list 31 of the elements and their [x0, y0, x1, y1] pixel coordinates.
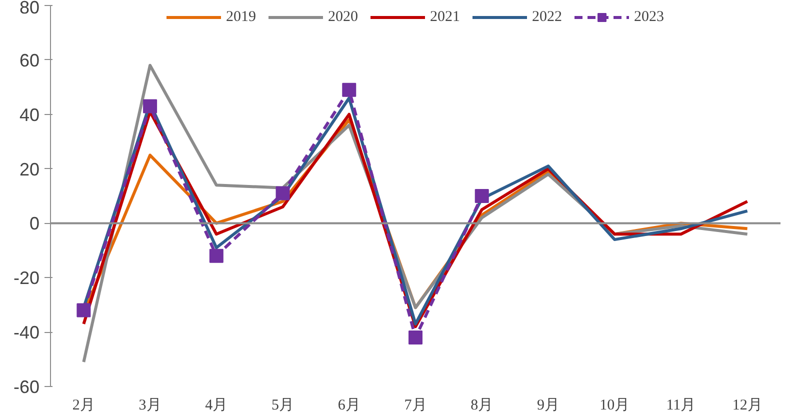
- legend-label: 2022: [532, 8, 562, 26]
- legend-label: 2019: [226, 8, 256, 26]
- y-tick-label: -60: [13, 377, 40, 397]
- point: [143, 99, 158, 114]
- y-tick-label: 60: [19, 50, 40, 70]
- y-tick-label: 80: [19, 0, 40, 18]
- point: [474, 189, 489, 203]
- x-tick-label: 4月: [205, 398, 228, 414]
- y-tick-label: 0: [29, 214, 40, 234]
- y-tick-label: -20: [13, 268, 40, 288]
- point: [408, 330, 422, 345]
- y-tick-label: 20: [19, 159, 40, 180]
- x-tick-label: 9月: [536, 398, 560, 414]
- x-tick-label: 2月: [72, 398, 95, 414]
- x-tick-label: 11月: [666, 398, 696, 414]
- x-tick-label: 12月: [732, 398, 762, 414]
- x-tick-label: 3月: [138, 398, 162, 414]
- y-tick-label: 40: [19, 104, 40, 125]
- point: [76, 303, 91, 318]
- x-tick-label: 10月: [600, 398, 630, 414]
- point: [342, 82, 356, 97]
- legend-label: 2021: [430, 8, 460, 26]
- y-tick-label: -40: [13, 322, 40, 343]
- x-tick-label: 8月: [470, 398, 494, 414]
- x-tick-label: 7月: [404, 398, 427, 414]
- point: [276, 186, 290, 200]
- x-tick-label: 5月: [272, 398, 294, 414]
- legend-label: 2023: [634, 8, 664, 26]
- point: [209, 248, 224, 263]
- legend-label: 2020: [328, 8, 358, 26]
- x-tick-label: 6月: [338, 398, 360, 414]
